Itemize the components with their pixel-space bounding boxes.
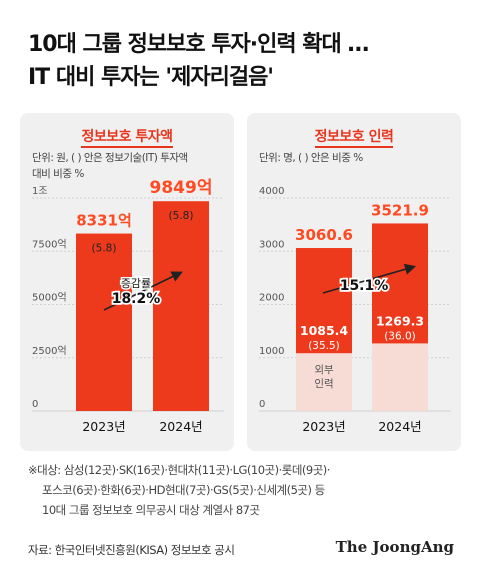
personnel-panel: 정보보호 인력 단위: 명, ( ) 안은 비중 % 4000 3000 2000 1… xyxy=(247,113,461,451)
y-tick-label: 2000 xyxy=(259,293,284,304)
y-tick-label: 1조 xyxy=(32,186,48,197)
ratio-label: (5.8) xyxy=(92,243,117,255)
y-tick-label: 5000억 xyxy=(32,292,67,304)
personnel-unit-note: 단위: 명, ( ) 안은 비중 % xyxy=(259,152,363,164)
bar-2024년 xyxy=(153,201,209,411)
investment-chart: 1조 7500억 5000억 2500억 0 8331억 (5.8) 2023년 9849억 (5… xyxy=(32,178,224,434)
x-tick-label: 2024년 xyxy=(378,419,421,434)
headline-line-2: IT 대비 투자는 '제자리걸음' xyxy=(28,65,274,90)
footnote-line-1: ※대상: 삼성(12곳)·SK(16곳)·현대차(11곳)·LG(10곳)·롯데… xyxy=(28,463,330,477)
x-tick-label: 2023년 xyxy=(82,419,125,434)
value-label: 8331억 xyxy=(76,212,132,230)
investment-unit-note: 단위: 원, ( ) 안은 정보기술(IT) 투자액 대비 비중 % xyxy=(32,152,188,180)
x-tick-label: 2023년 xyxy=(302,419,345,434)
inner-bar-2024년 xyxy=(372,343,428,411)
y-tick-label: 2500억 xyxy=(32,345,67,357)
ratio-label: (5.8) xyxy=(169,210,194,222)
investment-panel: 정보보호 투자액 단위: 원, ( ) 안은 정보기술(IT) 투자액 대비 비… xyxy=(20,113,234,451)
y-tick-label: 4000 xyxy=(259,186,284,197)
growth-caption: 증감률 xyxy=(121,277,151,290)
y-tick-label: 0 xyxy=(32,399,38,410)
brand-logo: The JoongAng xyxy=(335,538,454,556)
inner-ratio-label: (36.0) xyxy=(384,330,416,342)
inner-series-label: 인력 xyxy=(314,378,333,390)
x-tick-label: 2024년 xyxy=(159,419,202,434)
value-label: 3060.6 xyxy=(295,226,353,244)
footnote: ※대상: 삼성(12곳)·SK(16곳)·현대차(11곳)·LG(10곳)·롯데… xyxy=(28,460,468,520)
headline: 10대 그룹 정보보호 투자·인력 확대 … IT 대비 투자는 '제자리걸음' xyxy=(28,28,458,94)
personnel-chart: 4000 3000 2000 1000 0 1085.4 (35.5) 3060.6 2023년… xyxy=(259,186,451,434)
value-label: 3521.9 xyxy=(371,201,429,219)
growth-arrow xyxy=(322,263,417,294)
inner-series-label: 외부 xyxy=(314,364,334,376)
investment-chart-title: 정보보호 투자액 xyxy=(20,126,234,148)
growth-value: 15.1% xyxy=(340,278,389,294)
inner-ratio-label: (35.5) xyxy=(308,340,340,352)
footnote-line-2: 포스코(6곳)·한화(6곳)·HD현대(7곳)·GS(5곳)·신세계(5곳) 등 xyxy=(42,483,325,497)
y-tick-label: 1000 xyxy=(259,346,284,357)
y-tick-label: 3000 xyxy=(259,239,284,250)
y-tick-label: 0 xyxy=(259,399,265,410)
inner-value-label: 1269.3 xyxy=(376,313,424,328)
bar-2023년 xyxy=(76,233,132,411)
footnote-line-3: 10대 그룹 정보보호 의무공시 대상 계열사 87곳 xyxy=(42,503,260,517)
source-note: 자료: 한국인터넷진흥원(KISA) 정보보호 공시 xyxy=(28,543,235,557)
personnel-chart-title: 정보보호 인력 xyxy=(247,126,461,148)
inner-value-label: 1085.4 xyxy=(300,323,349,338)
growth-arrow xyxy=(103,271,183,311)
y-tick-label: 7500억 xyxy=(32,238,67,250)
headline-line-1: 10대 그룹 정보보호 투자·인력 확대 … xyxy=(28,32,369,57)
value-label: 9849억 xyxy=(150,178,213,198)
growth-value: 18.2% xyxy=(112,291,161,307)
inner-bar-2023년 xyxy=(296,353,352,411)
